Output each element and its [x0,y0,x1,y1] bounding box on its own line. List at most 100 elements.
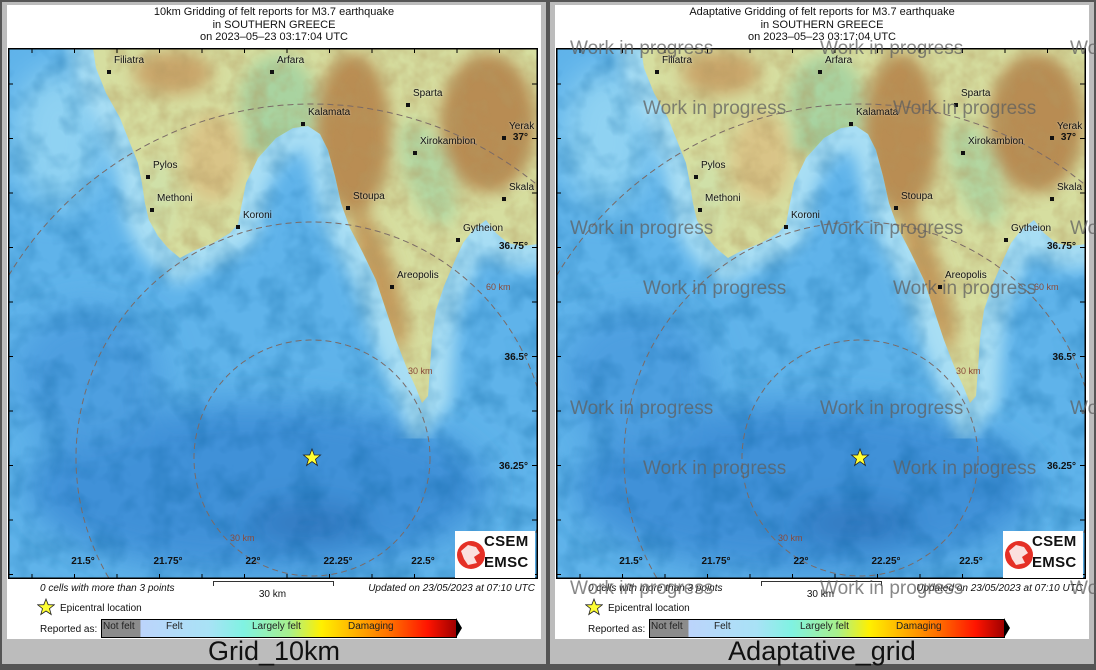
lat-label: 36.25° [1046,461,1076,472]
city-label-gytheion: Gytheion [1011,223,1052,234]
city-marker [413,151,417,155]
city-marker [390,285,394,289]
distance-label: 30 km [230,533,255,543]
csem-emsc-logo: CSEM EMSC [455,531,535,578]
lon-label: 22.5° [959,556,983,567]
lon-label: 22° [793,556,809,567]
scale-label: 30 km [806,589,835,600]
reported-as-label: Reported as: [588,624,646,635]
legend-star-icon [36,597,56,619]
logo-csem: CSEM [1032,533,1077,550]
epicenter-star-icon[interactable] [302,447,322,467]
map-area[interactable]: Filiatra Arfara Sparta Kalamata Xirokambion Y… [556,48,1086,579]
city-marker [961,151,965,155]
circle-90km [8,103,538,276]
cells-note: 0 cells with more than 3 points [40,583,175,594]
city-label-yerak: Yerak [1057,121,1083,132]
city-label-stoupa: Stoupa [353,191,385,202]
reported-as-label: Reported as: [40,624,98,635]
lon-label: 21.5° [619,556,643,567]
lon-label: 22.5° [411,556,435,567]
map-title-3: on 2023–05–23 03:17:04 UTC [199,31,348,43]
city-label-filiatra: Filiatra [662,55,693,66]
distance-label: 30 km [408,366,433,376]
logo-emsc: EMSC [1032,554,1077,571]
city-label-methoni: Methoni [157,193,193,204]
city-label-sparta: Sparta [413,88,443,99]
city-label-xirokambion: Xirokambion [968,136,1024,147]
city-marker [894,206,898,210]
city-marker [954,103,958,107]
city-marker [655,70,659,74]
city-marker [818,70,822,74]
scale-bar [213,581,334,586]
updated-timestamp: Updated on 23/05/2023 at 07:10 UTC [368,583,535,594]
scale-bar [761,581,882,586]
city-marker [301,122,305,126]
city-label-areopolis: Areopolis [397,270,439,281]
colorbar-arrow-icon [1004,618,1010,638]
epicentral-label: Epicentral location [608,603,690,614]
map-area[interactable]: Filiatra Arfara Sparta Kalamata Xirokambion Y… [8,48,538,579]
city-marker [502,136,506,140]
circle-30km [741,339,979,577]
legend-label: Largely felt [252,621,301,632]
city-label-stoupa: Stoupa [901,191,933,202]
relief-map[interactable] [556,48,1086,579]
circle-30km [193,339,431,577]
panel-caption: Adaptative_grid [728,636,916,666]
city-label-xirokambion: Xirokambion [420,136,476,147]
city-marker [698,208,702,212]
lon-label: 22.25° [323,556,353,567]
colorbar-arrow-icon [456,618,462,638]
globe-icon [1005,541,1033,569]
legend-label: Not felt [651,621,683,632]
circle-90km [556,103,1086,276]
city-marker [456,238,460,242]
city-label-yerak: Yerak [509,121,535,132]
city-label-arfara: Arfara [277,55,305,66]
map-title-1: 10km Gridding of felt reports for M3.7 e… [153,6,395,18]
scale-label: 30 km [258,589,287,600]
legend-label: Largely felt [800,621,849,632]
city-label-methoni: Methoni [705,193,741,204]
epicenter-star-icon[interactable] [850,447,870,467]
map-frame [8,48,538,579]
city-label-arfara: Arfara [825,55,853,66]
city-marker [694,175,698,179]
lon-label: 21.5° [71,556,95,567]
panel-adaptive-grid: Adaptative Gridding of felt reports for … [548,0,1096,670]
map-frame [556,48,1086,579]
city-marker [938,285,942,289]
city-label-pylos: Pylos [153,160,178,171]
city-marker [236,225,240,229]
city-marker [270,70,274,74]
map-title-1: Adaptative Gridding of felt reports for … [689,6,955,18]
city-label-kalamata: Kalamata [308,107,351,118]
city-label-pylos: Pylos [701,160,726,171]
city-label-sparta: Sparta [961,88,991,99]
city-marker [146,175,150,179]
lat-label: 37° [1060,132,1076,143]
lat-label: 36.75° [498,241,528,252]
city-marker [849,122,853,126]
panel-caption: Grid_10km [207,636,341,666]
legend-label: Felt [714,621,731,632]
legend-star-icon [584,597,604,619]
logo-csem: CSEM [484,533,529,550]
legend-label: Felt [166,621,183,632]
distance-label: 30 km [956,366,981,376]
city-marker [406,103,410,107]
lat-label: 36.25° [498,461,528,472]
lon-label: 21.75° [153,556,183,567]
city-marker [502,197,506,201]
city-label-gytheion: Gytheion [463,223,504,234]
city-marker [1050,197,1054,201]
city-marker [107,70,111,74]
city-label-skala: Skala [1057,182,1083,193]
lat-label: 36.5° [504,352,528,363]
city-label-koroni: Koroni [243,210,272,221]
relief-map[interactable] [8,48,538,579]
land [641,48,1086,403]
map-title-2: in SOUTHERN GREECE [760,18,884,31]
